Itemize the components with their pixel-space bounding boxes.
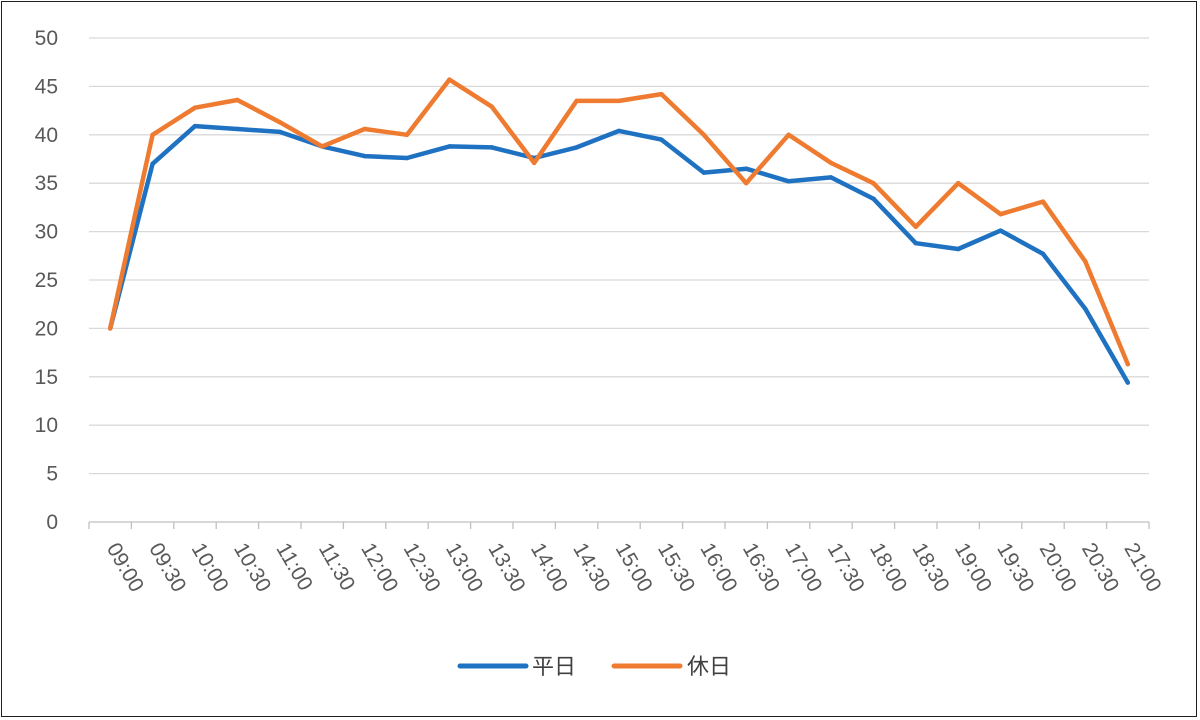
series-line-1	[107, 77, 1131, 367]
data-point	[744, 166, 749, 171]
y-tick-label: 45	[35, 75, 58, 98]
data-point	[956, 246, 961, 252]
x-tick-label: 17:30	[823, 539, 869, 596]
data-point	[998, 228, 1003, 233]
x-tick-label: 16:00	[695, 539, 741, 596]
data-point	[489, 145, 494, 150]
y-tick-label: 30	[35, 221, 58, 244]
data-point	[1040, 251, 1046, 257]
x-tick-label: 10:30	[229, 539, 275, 596]
x-tick-label: 17:00	[780, 539, 826, 596]
data-point	[1083, 306, 1088, 312]
x-tick-label: 19:00	[950, 539, 996, 596]
x-axis: 09:0009:3010:0010:3011:0011:3012:0012:30…	[88, 521, 1166, 596]
y-tick-label: 35	[35, 172, 58, 195]
x-tick-label: 19:30	[992, 539, 1038, 596]
y-tick-label: 20	[35, 317, 58, 340]
x-tick-label: 11:00	[271, 539, 316, 595]
data-point	[871, 196, 876, 201]
legend-label: 休日	[687, 655, 731, 680]
x-tick-label: 10:00	[187, 539, 233, 596]
x-tick-label: 21:00	[1119, 539, 1165, 596]
data-point	[1040, 199, 1046, 204]
data-point	[447, 77, 452, 82]
gridlines	[89, 37, 1149, 475]
x-tick-label: 09:00	[102, 539, 148, 596]
data-point	[913, 224, 918, 229]
x-tick-label: 15:30	[653, 539, 699, 596]
x-tick-label: 14:30	[568, 539, 614, 596]
data-point	[786, 179, 791, 184]
data-point	[277, 120, 282, 125]
data-point	[1083, 259, 1088, 264]
data-point	[192, 105, 198, 110]
x-tick-label: 20:00	[1035, 539, 1081, 596]
y-tick-label: 50	[35, 27, 58, 50]
data-point	[320, 144, 325, 149]
x-tick-label: 13:30	[483, 539, 529, 596]
data-point	[150, 161, 155, 167]
legend: 平日 休日	[457, 655, 731, 680]
x-tick-label: 15:00	[611, 539, 657, 596]
data-point	[744, 181, 749, 186]
series-line-0	[107, 123, 1131, 385]
data-point	[574, 98, 579, 104]
data-point	[616, 128, 622, 134]
y-tick-label: 10	[35, 414, 58, 437]
data-point	[532, 160, 537, 166]
x-tick-label: 13:00	[441, 539, 487, 596]
data-point	[659, 91, 664, 97]
data-point	[1125, 362, 1131, 367]
data-point	[404, 155, 410, 161]
y-tick-label: 40	[35, 124, 58, 147]
data-point	[447, 144, 452, 149]
data-point	[1125, 380, 1131, 385]
data-point	[828, 160, 834, 166]
data-point	[489, 104, 494, 109]
series-layer	[107, 77, 1131, 385]
data-point	[362, 126, 367, 132]
y-tick-label: 0	[46, 511, 58, 534]
data-point	[235, 97, 240, 103]
legend-label: 平日	[532, 655, 576, 680]
x-tick-label: 20:30	[1077, 539, 1123, 596]
data-point	[574, 145, 579, 150]
data-point	[828, 175, 834, 180]
x-tick-label: 09:30	[144, 539, 190, 596]
x-tick-label: 18:30	[907, 539, 953, 596]
data-point	[913, 241, 918, 246]
data-point	[235, 126, 240, 132]
x-tick-label: 12:30	[399, 539, 445, 596]
data-point	[701, 132, 706, 137]
x-tick-label: 14:00	[526, 539, 572, 596]
x-tick-label: 16:30	[738, 539, 784, 596]
data-point	[998, 211, 1003, 217]
data-point	[192, 123, 198, 129]
x-tick-label: 11:30	[314, 539, 359, 595]
data-point	[871, 181, 876, 186]
data-point	[404, 132, 410, 137]
data-point	[956, 181, 961, 186]
data-point	[616, 98, 622, 104]
data-point	[150, 132, 155, 137]
data-point	[277, 129, 282, 135]
data-point	[659, 137, 664, 142]
data-point	[701, 170, 706, 175]
y-tick-label: 25	[35, 269, 58, 292]
y-tick-label: 15	[35, 366, 58, 389]
x-tick-label: 18:00	[865, 539, 911, 596]
data-point	[362, 153, 367, 159]
y-axis: 0 5 10 15 20 25 30 35 40 45 50	[35, 27, 58, 534]
x-tick-label: 12:00	[356, 539, 402, 596]
y-tick-label: 5	[46, 463, 58, 486]
data-point	[108, 326, 113, 331]
data-point	[786, 132, 791, 137]
